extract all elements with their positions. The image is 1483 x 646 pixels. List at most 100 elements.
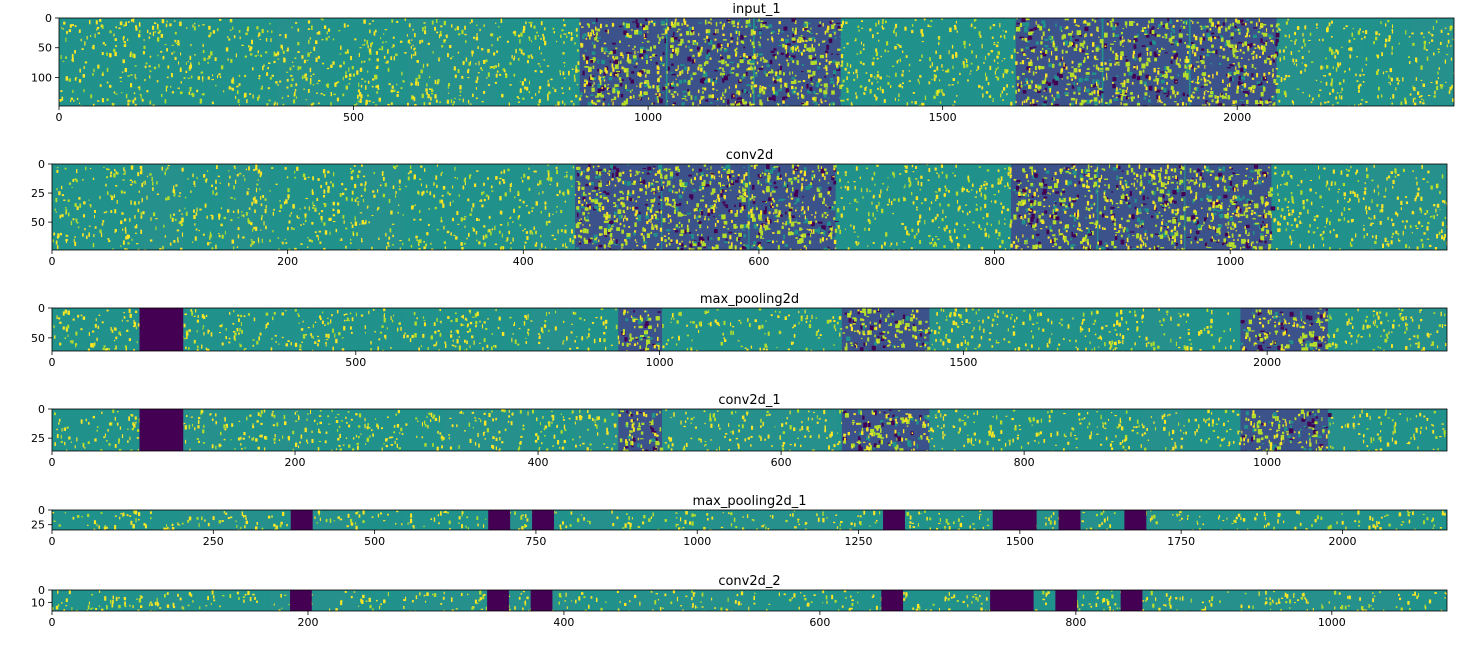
inactive-feature-tile (488, 510, 511, 530)
x-tick-label: 1250 (845, 535, 873, 548)
x-tick-label: 250 (203, 535, 224, 548)
x-tick-label: 0 (49, 616, 56, 629)
x-tick-label: 1000 (1216, 255, 1244, 268)
active-feature-tile (1284, 308, 1332, 351)
active-feature-tile (1185, 164, 1276, 250)
heatmap-image (52, 164, 1447, 250)
x-tick-label: 1500 (949, 356, 977, 369)
y-tick-label: 25 (31, 432, 45, 445)
y-tick-label: 25 (31, 519, 45, 532)
inactive-feature-tile (139, 409, 184, 451)
axes-frame (51, 163, 1448, 251)
inactive-feature-tile (990, 590, 1034, 611)
inactive-feature-tile (1120, 590, 1143, 611)
panel-conv2d: conv2d 0 200 400 600 800 1000 0 25 50 (31, 148, 1448, 268)
x-tick-label: 400 (528, 456, 549, 469)
y-tick-label: 50 (31, 216, 45, 229)
active-feature-tile (618, 409, 664, 451)
x-tick-label: 1500 (929, 111, 957, 124)
y-tick-label: 0 (38, 504, 45, 517)
panel-title: conv2d (726, 148, 774, 163)
active-feature-tile (1190, 18, 1281, 106)
active-feature-tile (1103, 18, 1192, 106)
active-feature-tile (841, 308, 887, 351)
active-feature-tile (1240, 409, 1288, 451)
active-feature-tile (1284, 409, 1332, 451)
inactive-feature-tile (532, 510, 554, 530)
heatmap-image (52, 590, 1447, 611)
heatmap-image (52, 510, 1447, 530)
panel-title: conv2d_2 (718, 574, 780, 589)
x-tick-label: 1000 (1253, 456, 1281, 469)
axes-frame (51, 408, 1448, 452)
x-tick-label: 0 (49, 456, 56, 469)
x-tick-label: 0 (49, 356, 56, 369)
panel-conv2d-1: conv2d_1 0 200 400 600 800 1000 0 25 (31, 393, 1448, 469)
x-tick-label: 200 (277, 255, 298, 268)
y-tick-label: 50 (38, 42, 52, 55)
axes-frame (51, 509, 1448, 531)
inactive-feature-tile (1058, 510, 1081, 530)
active-feature-tile (579, 18, 669, 106)
inactive-feature-tile (487, 590, 509, 611)
active-feature-tile (885, 409, 933, 451)
y-tick-label: 0 (45, 12, 52, 25)
active-feature-tile (662, 164, 752, 250)
x-tick-label: 2000 (1223, 111, 1251, 124)
x-tick-label: 1500 (1006, 535, 1034, 548)
heatmap-image (59, 18, 1454, 106)
panel-title: conv2d_1 (718, 393, 780, 408)
active-feature-tile (1098, 164, 1189, 250)
x-tick-label: 200 (285, 456, 306, 469)
inactive-feature-tile (1055, 590, 1078, 611)
x-tick-label: 800 (1065, 616, 1086, 629)
x-tick-label: 1000 (1318, 616, 1346, 629)
inactive-feature-tile (883, 510, 906, 530)
x-tick-label: 2000 (1253, 356, 1281, 369)
inactive-feature-tile (1124, 510, 1147, 530)
x-tick-label: 1750 (1167, 535, 1195, 548)
x-tick-label: 800 (1014, 456, 1035, 469)
x-tick-label: 200 (297, 616, 318, 629)
inactive-feature-tile (530, 590, 553, 611)
axes-frame (51, 307, 1448, 352)
x-tick-label: 400 (513, 255, 534, 268)
x-tick-label: 1000 (634, 111, 662, 124)
x-tick-label: 0 (56, 111, 63, 124)
x-tick-label: 600 (771, 456, 792, 469)
x-tick-label: 0 (49, 535, 56, 548)
inactive-feature-tile (290, 510, 313, 530)
x-tick-label: 500 (345, 356, 366, 369)
y-tick-label: 50 (31, 332, 45, 345)
x-tick-label: 600 (748, 255, 769, 268)
y-tick-label: 10 (31, 596, 45, 609)
panel-input-1: input_1 0 500 1000 1500 2000 0 50 100 (31, 2, 1455, 124)
x-tick-label: 600 (809, 616, 830, 629)
inactive-feature-tile (881, 590, 904, 611)
heatmap-image (52, 308, 1447, 351)
panel-title: max_pooling2d (700, 292, 799, 307)
inactive-feature-tile (290, 590, 312, 611)
active-feature-tile (618, 308, 664, 351)
active-feature-tile (841, 409, 888, 451)
inactive-feature-tile (992, 510, 1037, 530)
active-feature-tile (667, 18, 756, 106)
x-tick-label: 400 (553, 616, 574, 629)
y-tick-label: 0 (38, 302, 45, 315)
axes-frame (58, 17, 1455, 107)
heatmap-image (52, 409, 1447, 451)
panel-max-pooling2d-1: max_pooling2d_10 250 500 750 1000 1250 1500 175… (31, 494, 1448, 548)
y-tick-label: 0 (38, 584, 45, 597)
x-tick-label: 500 (343, 111, 364, 124)
y-tick-label: 100 (31, 71, 52, 84)
active-feature-tile (1240, 308, 1287, 351)
axes-frame (51, 589, 1448, 612)
x-tick-label: 800 (984, 255, 1005, 268)
x-tick-label: 500 (364, 535, 385, 548)
inactive-feature-tile (139, 308, 184, 351)
active-feature-tile (885, 308, 931, 351)
y-tick-label: 0 (38, 158, 45, 171)
panel-title: max_pooling2d_1 (693, 494, 807, 509)
